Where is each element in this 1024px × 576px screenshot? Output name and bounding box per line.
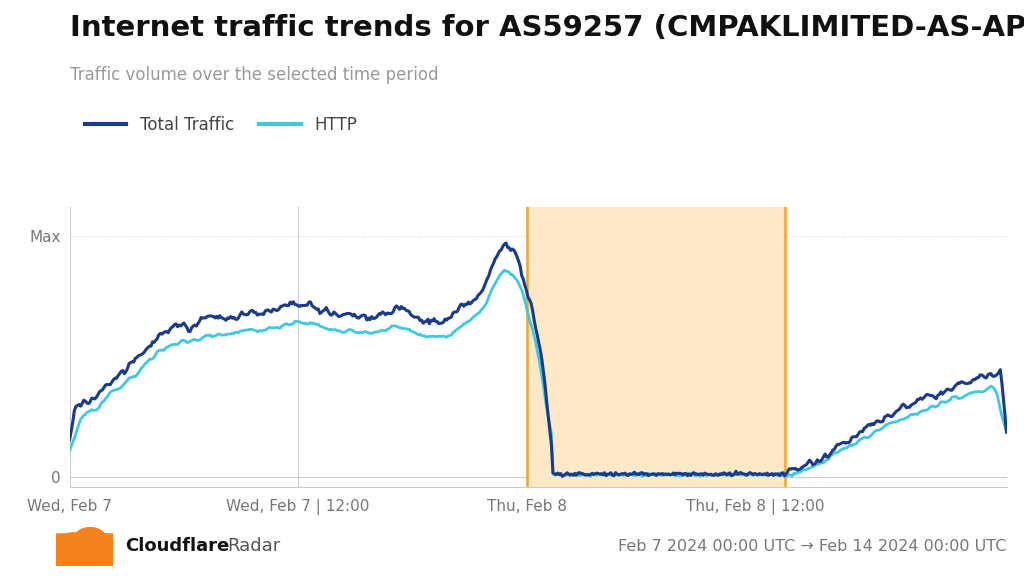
Circle shape	[74, 528, 106, 554]
Bar	[526, 207, 785, 487]
Circle shape	[59, 533, 87, 554]
Text: Radar: Radar	[227, 537, 281, 555]
Legend: Total Traffic, HTTP: Total Traffic, HTTP	[78, 109, 364, 141]
FancyBboxPatch shape	[49, 533, 120, 567]
Text: Internet traffic trends for AS59257 (CMPAKLIMITED-AS-AP): Internet traffic trends for AS59257 (CMP…	[70, 14, 1024, 43]
Text: Cloudflare: Cloudflare	[125, 537, 229, 555]
Text: Traffic volume over the selected time period: Traffic volume over the selected time pe…	[70, 66, 438, 84]
Text: Feb 7 2024 00:00 UTC → Feb 14 2024 00:00 UTC: Feb 7 2024 00:00 UTC → Feb 14 2024 00:00…	[618, 539, 1007, 554]
